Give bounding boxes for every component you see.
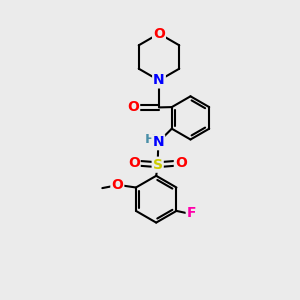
Text: O: O xyxy=(111,178,123,192)
Text: O: O xyxy=(128,156,140,170)
Text: O: O xyxy=(127,100,139,114)
Text: N: N xyxy=(153,74,165,87)
Text: F: F xyxy=(187,206,196,220)
Text: S: S xyxy=(153,158,163,172)
Text: H: H xyxy=(144,133,155,146)
Text: O: O xyxy=(153,27,165,40)
Text: N: N xyxy=(152,135,164,149)
Text: O: O xyxy=(175,156,187,170)
